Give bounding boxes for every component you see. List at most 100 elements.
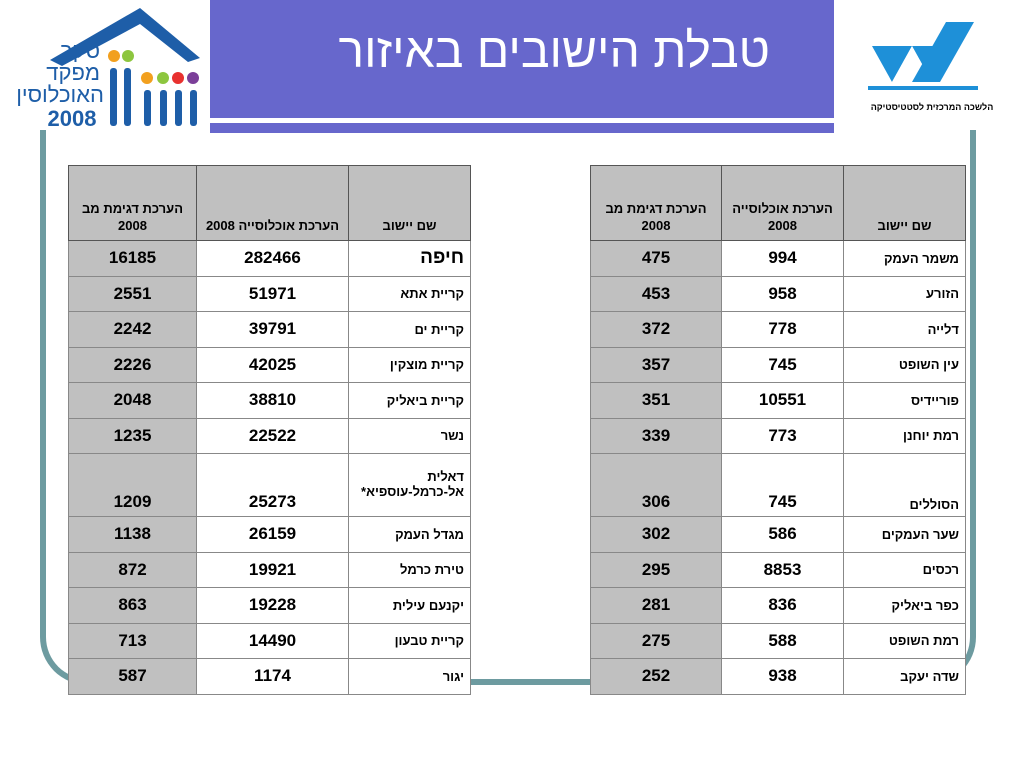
logo-line-3: האוכלוסין <box>16 82 104 107</box>
table-row: משמר העמק 994 475 <box>590 240 966 277</box>
cell-population: 938 <box>721 658 844 695</box>
cell-population: 778 <box>721 311 844 348</box>
cell-name: יגור <box>348 658 471 695</box>
table-row: יגור 1174 587 <box>68 658 471 695</box>
cell-name: כפר ביאליק <box>843 587 966 624</box>
table-row: הזורע 958 453 <box>590 275 966 312</box>
cell-name: הזורע <box>843 275 966 312</box>
cell-sample: 1209 <box>68 453 197 517</box>
cell-population: 836 <box>721 587 844 624</box>
cell-sample: 252 <box>590 658 722 695</box>
cell-population: 38810 <box>196 382 349 419</box>
page-title: טבלת הישובים באיזור <box>338 25 770 78</box>
cell-sample: 713 <box>68 622 197 659</box>
header-sample: הערכת דגימת מב 2008 <box>590 165 722 241</box>
cbs-caption: הלשכה המרכזית לסטטיסטיקה <box>871 102 994 112</box>
cbs-logo: הלשכה המרכזית לסטטיסטיקה <box>850 10 1015 120</box>
cell-sample: 587 <box>68 658 197 695</box>
table-row: קריית ביאליק 38810 2048 <box>68 382 471 419</box>
cell-population: 19921 <box>196 551 349 588</box>
cell-population: 994 <box>721 240 844 277</box>
settlements-table-right: שם יישוב הערכת אוכלוסייה 2008 הערכת דגימ… <box>590 165 966 695</box>
cell-name: מגדל העמק <box>348 516 471 553</box>
table-row: עין השופט 745 357 <box>590 346 966 383</box>
cell-sample: 357 <box>590 346 722 383</box>
cell-population: 25273 <box>196 453 349 517</box>
table-row: רמת השופט 588 275 <box>590 622 966 659</box>
table-row: הסוללים 745 306 <box>590 453 966 517</box>
table-row: טירת כרמל 19921 872 <box>68 551 471 588</box>
cell-sample: 1138 <box>68 516 197 553</box>
cell-name: נשר <box>348 417 471 454</box>
cell-name: דאלית אל-כרמל-עוספיא* <box>348 453 471 517</box>
table-header-row: שם יישוב הערכת אוכלוסייה 2008 הערכת דגימ… <box>590 165 966 241</box>
table-row: נשר 22522 1235 <box>68 417 471 454</box>
cell-name: קריית אתא <box>348 275 471 312</box>
cell-population: 22522 <box>196 417 349 454</box>
cell-population: 14490 <box>196 622 349 659</box>
table-row: שדה יעקב 938 252 <box>590 658 966 695</box>
cell-population: 10551 <box>721 382 844 419</box>
cell-name: טירת כרמל <box>348 551 471 588</box>
cell-sample: 2048 <box>68 382 197 419</box>
cell-population: 588 <box>721 622 844 659</box>
table-row: יקנעם עילית 19228 863 <box>68 587 471 624</box>
cell-name: רמת השופט <box>843 622 966 659</box>
cell-name: משמר העמק <box>843 240 966 277</box>
cell-sample: 295 <box>590 551 722 588</box>
cell-population: 19228 <box>196 587 349 624</box>
table-row: רמת יוחנן 773 339 <box>590 417 966 454</box>
table-row: חיפה 282466 16185 <box>68 240 471 277</box>
cell-sample: 2242 <box>68 311 197 348</box>
cell-name: יקנעם עילית <box>348 587 471 624</box>
header-population: הערכת אוכלוסייה 2008 <box>196 165 349 241</box>
cell-population: 958 <box>721 275 844 312</box>
cell-sample: 2226 <box>68 346 197 383</box>
cell-name: עין השופט <box>843 346 966 383</box>
content-frame <box>40 130 976 685</box>
cell-population: 745 <box>721 453 844 517</box>
cell-name: רמת יוחנן <box>843 417 966 454</box>
cell-sample: 306 <box>590 453 722 517</box>
cell-name: שדה יעקב <box>843 658 966 695</box>
title-bar <box>210 0 834 118</box>
cell-name: חיפה <box>348 240 471 277</box>
cell-sample: 339 <box>590 417 722 454</box>
table-row: פוריידיס 10551 351 <box>590 382 966 419</box>
cell-population: 282466 <box>196 240 349 277</box>
cell-sample: 2551 <box>68 275 197 312</box>
cell-sample: 475 <box>590 240 722 277</box>
cell-population: 51971 <box>196 275 349 312</box>
cell-name: שער העמקים <box>843 516 966 553</box>
table-header-row: שם יישוב הערכת אוכלוסייה 2008 הערכת דגימ… <box>68 165 471 241</box>
cell-sample: 863 <box>68 587 197 624</box>
cell-population: 745 <box>721 346 844 383</box>
cell-sample: 281 <box>590 587 722 624</box>
cell-name: קריית ים <box>348 311 471 348</box>
header-name: שם יישוב <box>843 165 966 241</box>
cell-sample: 351 <box>590 382 722 419</box>
table-row: קריית טבעון 14490 713 <box>68 622 471 659</box>
cell-sample: 453 <box>590 275 722 312</box>
logo-line-1: סקר <box>61 38 100 63</box>
cell-population: 42025 <box>196 346 349 383</box>
table-row: קריית מוצקין 42025 2226 <box>68 346 471 383</box>
cell-population: 8853 <box>721 551 844 588</box>
table-row: מגדל העמק 26159 1138 <box>68 516 471 553</box>
cell-population: 1174 <box>196 658 349 695</box>
cell-name: קריית מוצקין <box>348 346 471 383</box>
cell-name: קריית טבעון <box>348 622 471 659</box>
cell-sample: 302 <box>590 516 722 553</box>
cell-population: 586 <box>721 516 844 553</box>
table-row: דלייה 778 372 <box>590 311 966 348</box>
header-population: הערכת אוכלוסייה 2008 <box>721 165 844 241</box>
table-row: שער העמקים 586 302 <box>590 516 966 553</box>
logo-year: 2008 <box>48 106 97 131</box>
cell-population: 39791 <box>196 311 349 348</box>
table-row: דאלית אל-כרמל-עוספיא* 25273 1209 <box>68 453 471 517</box>
settlements-table-left: שם יישוב הערכת אוכלוסייה 2008 הערכת דגימ… <box>68 165 471 695</box>
cell-sample: 16185 <box>68 240 197 277</box>
table-row: כפר ביאליק 836 281 <box>590 587 966 624</box>
cell-name: הסוללים <box>843 453 966 517</box>
table-row: רכסים 8853 295 <box>590 551 966 588</box>
